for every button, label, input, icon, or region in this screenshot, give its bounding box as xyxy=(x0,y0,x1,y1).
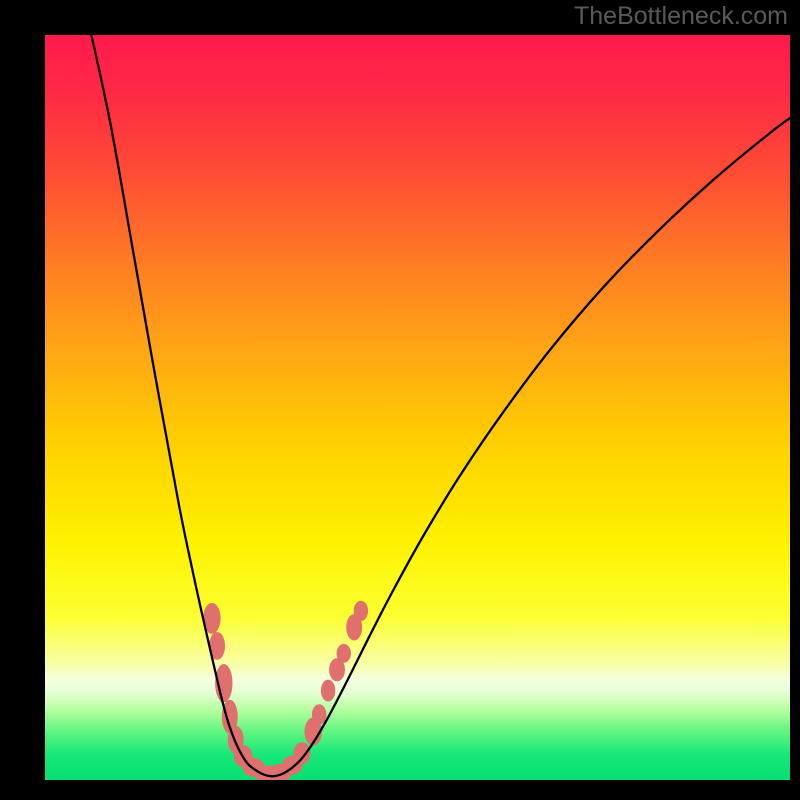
chart-container: TheBottleneck.com xyxy=(0,0,800,800)
watermark-text: TheBottleneck.com xyxy=(574,2,788,31)
plot-gradient-background xyxy=(45,35,790,780)
